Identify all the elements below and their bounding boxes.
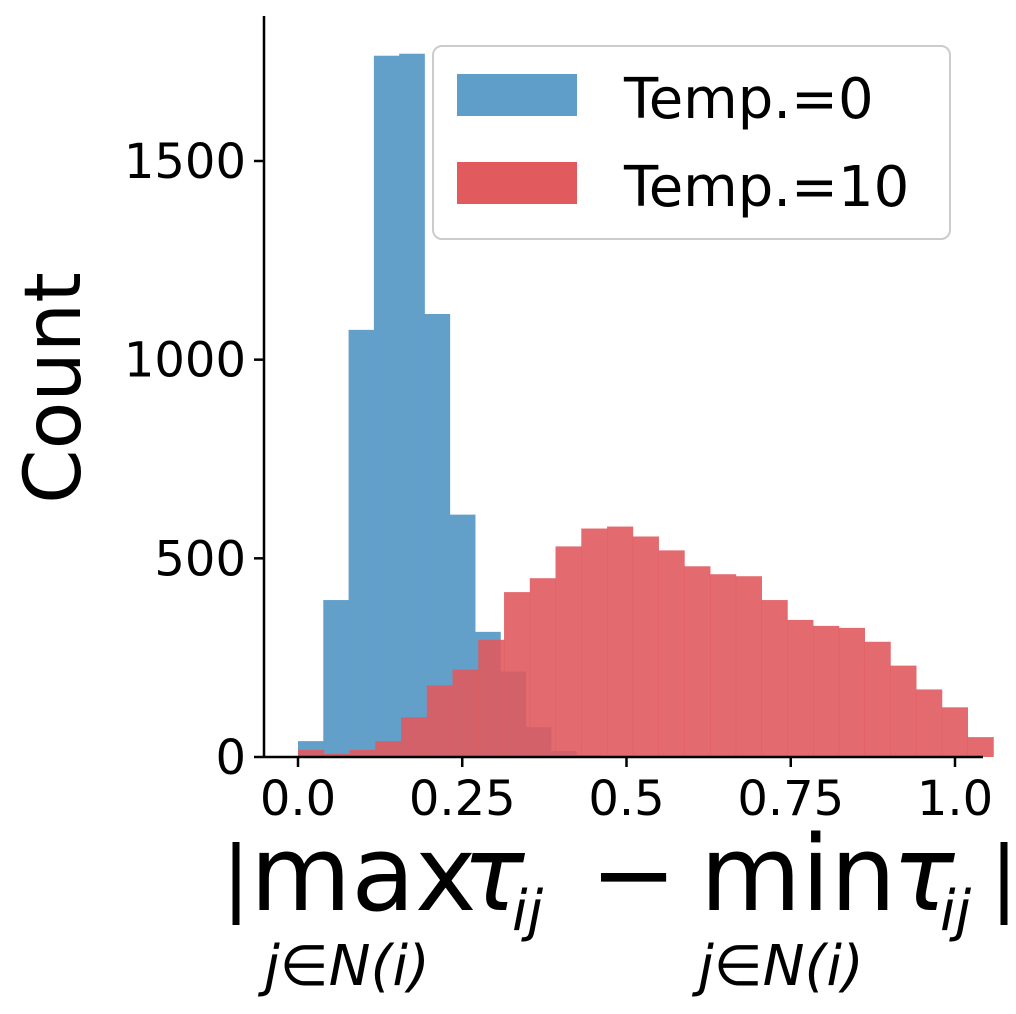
axes bbox=[262, 16, 983, 759]
y-tick-label: 0 bbox=[215, 730, 246, 786]
y-ticks: 0 500 1000 1500 bbox=[124, 134, 264, 786]
legend-label-temp-0: Temp.=0 bbox=[623, 67, 874, 132]
x-axis-label: max τ ij j∈N(i) − min τ ij j∈N(i) bbox=[232, 813, 1008, 999]
histogram-bar bbox=[890, 665, 917, 757]
histogram-bar bbox=[658, 550, 685, 757]
histogram-bar bbox=[632, 536, 659, 757]
x-tick-label: 0.25 bbox=[409, 771, 516, 827]
histogram-bar bbox=[684, 566, 711, 757]
histogram-bar bbox=[787, 619, 814, 757]
x-label-max: max bbox=[250, 813, 477, 935]
histogram-bar bbox=[349, 749, 376, 757]
histogram-bar bbox=[710, 574, 737, 757]
histogram-bar bbox=[967, 737, 994, 757]
x-label-minus: − bbox=[590, 813, 677, 935]
y-tick-label: 1000 bbox=[124, 333, 246, 389]
histogram-bar bbox=[298, 749, 325, 757]
histogram-bar bbox=[581, 528, 608, 757]
legend-label-temp-10: Temp.=10 bbox=[623, 155, 909, 220]
histogram-bar bbox=[375, 741, 402, 757]
x-label-limit-2: j∈N(i) bbox=[691, 934, 863, 999]
histogram-bar bbox=[864, 641, 891, 757]
histogram-bar bbox=[401, 717, 428, 757]
histogram-bar bbox=[478, 639, 505, 757]
legend-swatch-temp-10 bbox=[457, 162, 577, 204]
series-temp-10-bars bbox=[298, 526, 994, 757]
histogram-bar bbox=[323, 600, 349, 757]
histogram-bar bbox=[941, 707, 969, 757]
y-tick-label: 1500 bbox=[124, 134, 246, 190]
histogram-bar bbox=[813, 625, 840, 757]
legend: Temp.=0 Temp.=10 bbox=[432, 45, 951, 240]
histogram-bar bbox=[504, 592, 531, 757]
histogram-bar bbox=[555, 546, 582, 757]
x-label-tau-2: τ bbox=[892, 813, 956, 935]
x-tick-label: 0.5 bbox=[588, 771, 664, 827]
histogram-bar bbox=[529, 578, 556, 757]
x-tick-label: 0.0 bbox=[260, 771, 336, 827]
histogram-bar bbox=[735, 576, 762, 757]
y-tick-label: 500 bbox=[154, 531, 246, 587]
x-ticks: 0.0 0.25 0.5 0.75 1.0 bbox=[260, 757, 993, 827]
histogram-bar bbox=[426, 685, 453, 757]
x-label-min: min bbox=[700, 813, 896, 935]
histogram-bar bbox=[452, 669, 479, 757]
y-axis-label: Count bbox=[9, 272, 99, 504]
histogram-bar bbox=[761, 600, 788, 757]
histogram-bar bbox=[916, 689, 943, 757]
histogram-bar bbox=[399, 53, 425, 758]
histogram-bar bbox=[323, 753, 350, 757]
x-label-sub-2: ij bbox=[940, 879, 972, 944]
histogram-bar bbox=[348, 329, 375, 757]
x-label-limit-1: j∈N(i) bbox=[257, 934, 429, 999]
histogram-bar bbox=[838, 627, 865, 757]
x-label-sub-1: ij bbox=[512, 879, 544, 944]
histogram-bar bbox=[373, 55, 400, 757]
histogram-bar bbox=[424, 313, 451, 757]
x-label-tau-1: τ bbox=[462, 813, 526, 935]
x-tick-label: 1.0 bbox=[917, 771, 993, 827]
legend-swatch-temp-0 bbox=[457, 74, 577, 116]
histogram-bar bbox=[607, 526, 634, 757]
x-tick-label: 0.75 bbox=[737, 771, 844, 827]
